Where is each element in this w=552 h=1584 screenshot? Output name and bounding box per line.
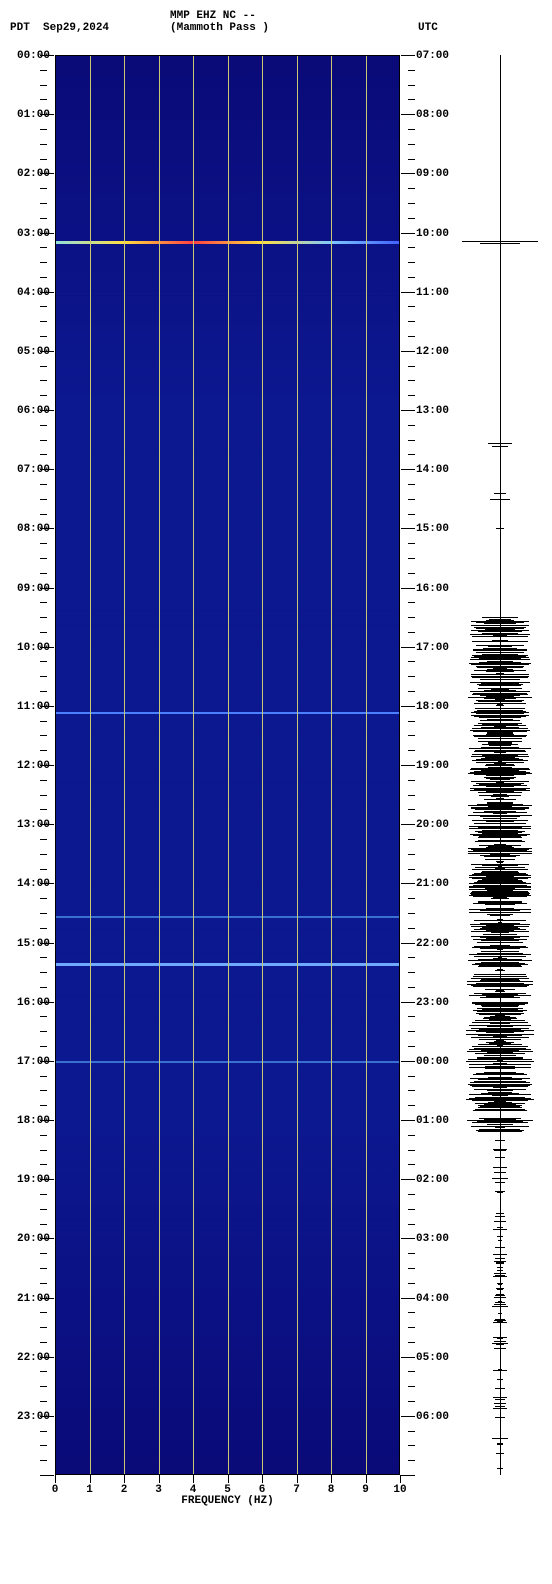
right-time-label: 12:00	[416, 346, 449, 358]
right-time-label: 02:00	[416, 1174, 449, 1186]
left-time-label: 09:00	[2, 583, 50, 595]
right-time-label: 03:00	[416, 1233, 449, 1245]
left-time-label: 07:00	[2, 464, 50, 476]
right-time-label: 00:00	[416, 1056, 449, 1068]
header-center: MMP EHZ NC -- (Mammoth Pass )	[170, 10, 269, 34]
station-line2: (Mammoth Pass )	[170, 22, 269, 34]
gridline-vertical	[366, 55, 367, 1475]
left-time-label: 16:00	[2, 997, 50, 1009]
left-time-label: 21:00	[2, 1293, 50, 1305]
right-time-label: 01:00	[416, 1115, 449, 1127]
left-time-label: 20:00	[2, 1233, 50, 1245]
gridline-vertical	[124, 55, 125, 1475]
right-time-label: 17:00	[416, 642, 449, 654]
gridline-vertical	[193, 55, 194, 1475]
right-time-label: 18:00	[416, 701, 449, 713]
spectrogram-canvas	[55, 55, 400, 1475]
gridline-vertical	[262, 55, 263, 1475]
right-time-label: 14:00	[416, 464, 449, 476]
left-time-label: 00:00	[2, 50, 50, 62]
left-time-label: 13:00	[2, 819, 50, 831]
left-time-label: 14:00	[2, 878, 50, 890]
right-time-label: 20:00	[416, 819, 449, 831]
left-time-label: 12:00	[2, 760, 50, 772]
gridline-vertical	[331, 55, 332, 1475]
left-time-label: 19:00	[2, 1174, 50, 1186]
right-time-label: 10:00	[416, 228, 449, 240]
right-time-label: 11:00	[416, 287, 449, 299]
gridline-vertical	[90, 55, 91, 1475]
left-time-label: 10:00	[2, 642, 50, 654]
header-left: PDT Sep29,2024	[10, 22, 109, 34]
x-axis: 012345678910 FREQUENCY (HZ)	[55, 1475, 400, 1515]
gridline-vertical	[228, 55, 229, 1475]
left-time-label: 06:00	[2, 405, 50, 417]
right-time-label: 09:00	[416, 168, 449, 180]
left-time-label: 02:00	[2, 168, 50, 180]
left-time-label: 23:00	[2, 1411, 50, 1423]
gridline-vertical	[297, 55, 298, 1475]
left-time-label: 05:00	[2, 346, 50, 358]
x-axis-title: FREQUENCY (HZ)	[55, 1495, 400, 1507]
right-time-label: 16:00	[416, 583, 449, 595]
header: PDT Sep29,2024 MMP EHZ NC -- (Mammoth Pa…	[0, 0, 552, 40]
right-time-label: 19:00	[416, 760, 449, 772]
left-tz-label: PDT	[10, 22, 30, 34]
right-axis-ticks	[400, 55, 415, 1475]
right-time-label: 15:00	[416, 523, 449, 535]
seismogram-panel	[460, 55, 540, 1475]
right-time-label: 23:00	[416, 997, 449, 1009]
left-time-label: 04:00	[2, 287, 50, 299]
left-time-label: 18:00	[2, 1115, 50, 1127]
left-time-label: 08:00	[2, 523, 50, 535]
left-time-label: 01:00	[2, 109, 50, 121]
left-time-label: 15:00	[2, 938, 50, 950]
right-time-label: 22:00	[416, 938, 449, 950]
right-tz-label: UTC	[418, 22, 438, 34]
left-time-label: 22:00	[2, 1352, 50, 1364]
left-time-label: 11:00	[2, 701, 50, 713]
right-time-label: 04:00	[416, 1293, 449, 1305]
right-time-label: 06:00	[416, 1411, 449, 1423]
right-time-label: 07:00	[416, 50, 449, 62]
date-label: Sep29,2024	[43, 22, 109, 34]
station-line1: MMP EHZ NC --	[170, 10, 269, 22]
left-time-label: 03:00	[2, 228, 50, 240]
spectrogram-plot	[55, 55, 400, 1475]
left-time-label: 17:00	[2, 1056, 50, 1068]
right-time-label: 08:00	[416, 109, 449, 121]
right-time-label: 21:00	[416, 878, 449, 890]
header-right: UTC	[418, 22, 438, 34]
right-time-label: 05:00	[416, 1352, 449, 1364]
gridline-vertical	[159, 55, 160, 1475]
right-time-label: 13:00	[416, 405, 449, 417]
